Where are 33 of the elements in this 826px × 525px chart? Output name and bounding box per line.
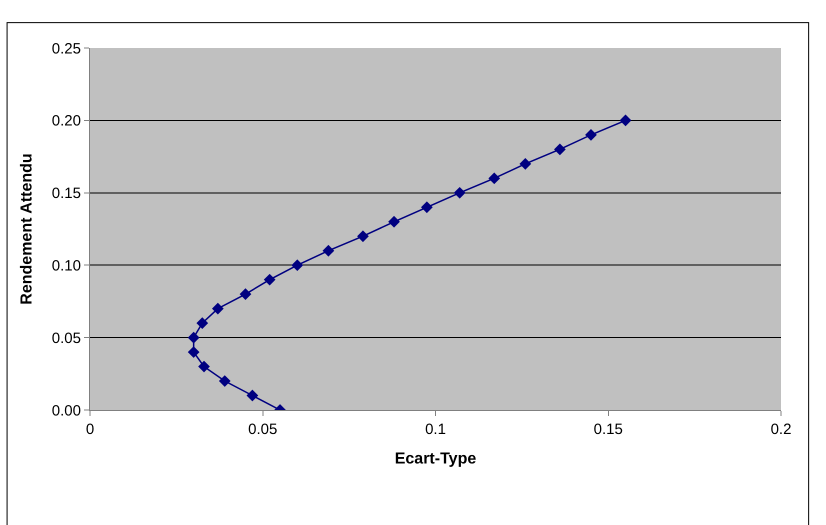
x-tick-label: 0	[86, 421, 94, 438]
y-tick-label: 0.15	[52, 185, 81, 202]
x-tick-label: 0.05	[248, 421, 278, 438]
point	[554, 144, 566, 156]
y-tick-label: 0.05	[52, 330, 81, 347]
point	[488, 172, 500, 184]
point	[585, 129, 597, 141]
x-axis-title: Ecart-Type	[394, 450, 476, 468]
point	[291, 259, 304, 272]
y-tick-label: 0.00	[52, 402, 81, 420]
point	[421, 201, 433, 214]
point	[322, 244, 334, 257]
point	[198, 360, 210, 372]
point	[188, 346, 200, 358]
point	[519, 158, 532, 170]
point	[264, 274, 276, 286]
point	[388, 216, 400, 228]
point	[188, 332, 200, 344]
point	[454, 186, 466, 199]
x-tick-label: 0.15	[594, 421, 623, 438]
y-tick-label: 0.25	[52, 40, 81, 58]
y-tick-label: 0.20	[52, 112, 81, 130]
point	[620, 114, 632, 126]
point	[196, 317, 208, 329]
point	[218, 375, 231, 387]
point	[240, 288, 252, 300]
point	[246, 390, 258, 402]
y-tick-label: 0.10	[52, 257, 81, 274]
point	[212, 302, 224, 314]
x-tick-label: 0.2	[770, 421, 792, 438]
x-tick-label: 0.1	[425, 421, 446, 438]
y-axis-title: Rendement Attendu	[18, 153, 36, 305]
point	[357, 230, 369, 242]
